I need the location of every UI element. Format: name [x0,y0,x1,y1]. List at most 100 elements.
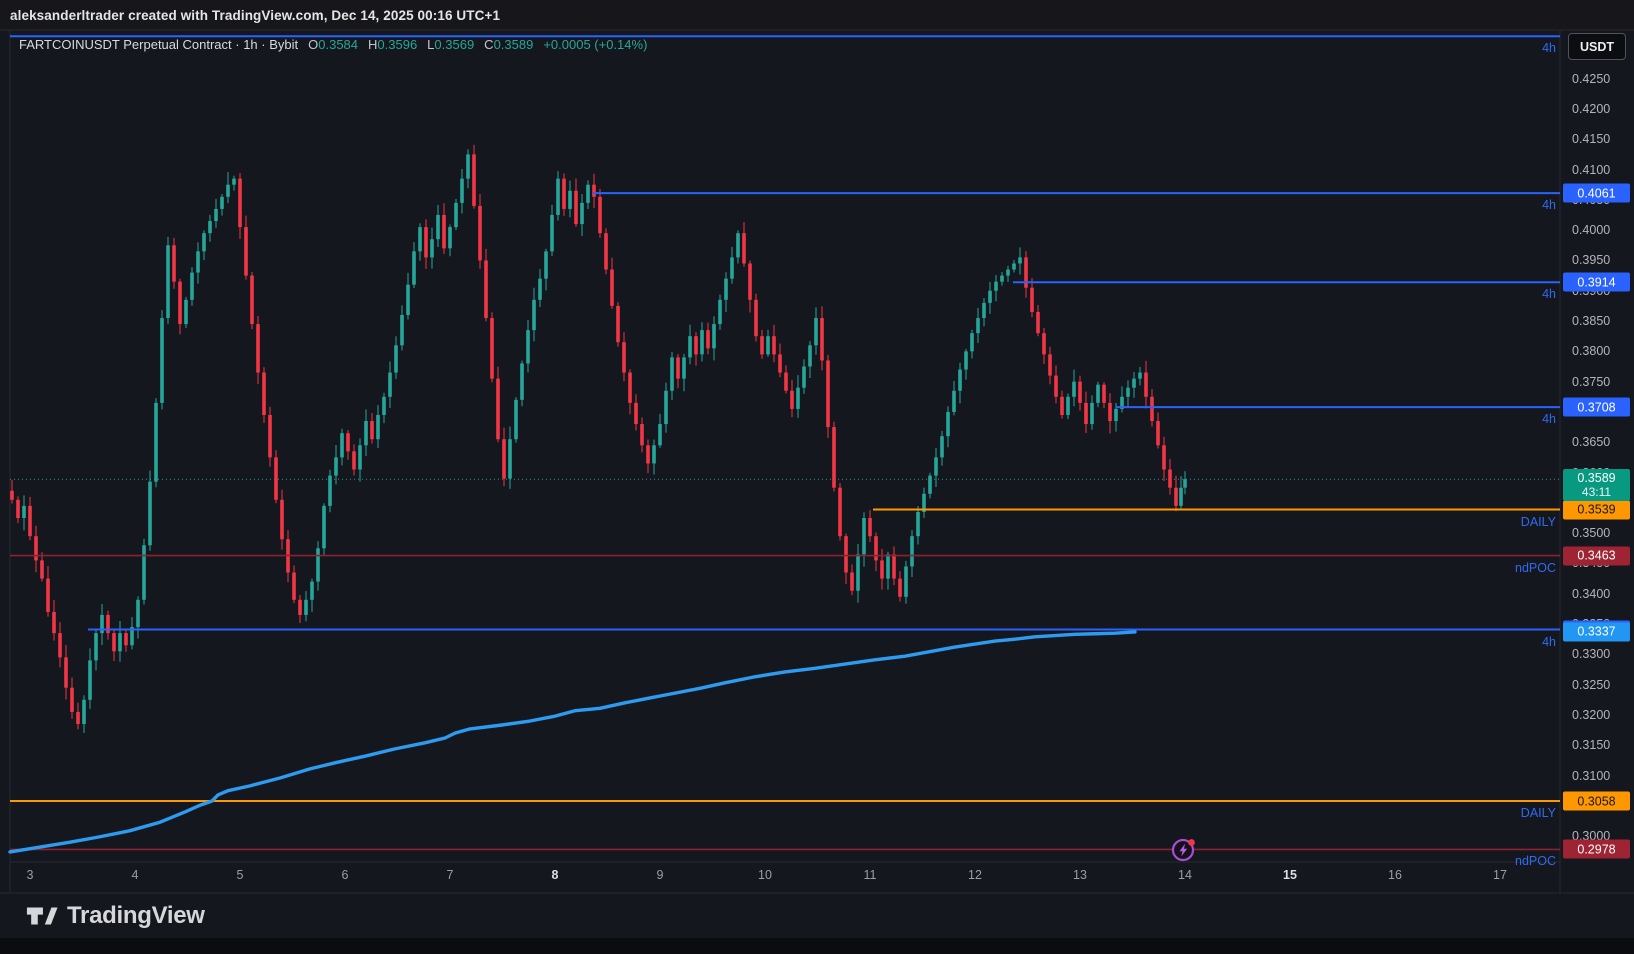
candle-body [670,357,674,391]
tradingview-logo-text: TradingView [67,902,205,929]
candle-body [1102,384,1106,403]
candle-body [154,402,158,482]
candle-body [646,445,650,464]
level-label-4h: 4h [1542,41,1556,56]
candle-body [640,424,644,446]
candle-body [886,554,890,579]
candle-body [70,687,74,712]
candle-body [826,360,830,428]
candle-body [538,278,542,300]
candle-body [658,424,662,446]
candle-body [406,284,410,315]
candle-body [316,548,320,582]
candle-body [478,205,482,261]
candle-body [394,345,398,373]
price-tick: 0.3250 [1572,677,1611,692]
candle-body [664,390,668,425]
level-label-daily: DAILY [1520,806,1556,820]
candle-body [814,318,818,346]
time-label-4: 4 [131,868,139,882]
candle-body [310,581,314,600]
candle-body [1156,421,1160,446]
candle-body [964,351,968,370]
candle-body [202,233,206,252]
lightning-marker[interactable] [1169,835,1195,862]
candle-body [334,457,338,476]
candle-body [688,336,692,358]
candle-body [724,278,728,300]
candle-body [364,421,368,446]
ohlc-values: O0.3584 H0.3596 L0.3569 C0.3589 [298,37,533,52]
candle-body [214,208,218,222]
ohlc-value-c: 0.3589 [493,37,534,52]
candle-body [412,251,416,285]
candle-body [934,457,938,476]
price-badge-0.3058: 0.3058 [1563,791,1630,811]
ohlc-label-h: H [368,37,378,52]
candle-body [232,178,236,185]
candle-body [106,614,110,634]
price-badge-0.3708: 0.3708 [1563,397,1630,417]
watermark-bar: aleksanderltrader created with TradingVi… [0,0,1634,30]
tradingview-logo-icon [26,907,58,925]
level-label-4h: 4h [1542,412,1556,427]
candle-body [196,251,200,273]
price-tick: 0.3800 [1572,344,1611,359]
candle-body [1054,375,1058,397]
time-label-16: 16 [1388,868,1402,882]
candle-body [1108,402,1112,422]
candle-body [448,227,452,249]
price-badge-0.3463: 0.3463 [1563,546,1630,566]
candle-body [1030,287,1034,312]
candle-body [526,330,530,364]
symbol-title[interactable]: FARTCOINUSDT Perpetual Contract · 1h · B… [19,37,299,52]
price-tick: 0.3300 [1572,647,1611,662]
candle-body [802,366,806,388]
candle-body [820,318,824,361]
indicator-curve[interactable] [8,630,1137,854]
candle-body [568,190,572,209]
candle-body [976,318,980,334]
price-tick: 0.3200 [1572,707,1611,722]
candle-body [184,299,188,325]
tradingview-logo[interactable]: TradingView [26,901,205,931]
price-tick: 0.3100 [1572,768,1611,783]
candle-body [484,260,488,319]
candle-body [430,239,434,258]
candle-body [616,305,620,343]
price-badge-0.2978: 0.2978 [1563,839,1630,859]
candle-body [1138,372,1142,379]
candle-body [916,511,920,537]
candle-body [970,333,974,352]
currency-unit-button[interactable]: USDT [1568,33,1626,60]
plot-background[interactable] [0,30,1634,893]
candle-body [952,390,956,412]
candle-body [502,439,506,479]
candle-body [442,214,446,249]
candle-body [760,336,764,355]
ohlc-label-o: O [308,37,319,52]
level-label-4h: 4h [1542,634,1556,649]
candle-body [274,457,278,500]
candle-body [694,336,698,355]
candle-body [64,657,68,688]
ohlc-value-o: 0.3584 [318,37,359,52]
candle-body [262,372,266,415]
price-tick: 0.3750 [1572,374,1611,389]
candle-body [1000,275,1004,282]
time-label-15: 15 [1283,868,1297,882]
candle-body [328,475,332,506]
candle-body [1018,257,1022,264]
candle-body [382,396,386,415]
candle-body [946,411,950,437]
candle-body [772,336,776,355]
candle-body [592,184,596,197]
candle-body [514,399,518,440]
candle-body [34,536,38,561]
candle-body [1024,257,1028,288]
candle-body [1084,402,1088,425]
price-badge-0.4061: 0.4061 [1563,183,1630,203]
candle-body [892,554,896,579]
price-tick: 0.3950 [1572,253,1611,268]
